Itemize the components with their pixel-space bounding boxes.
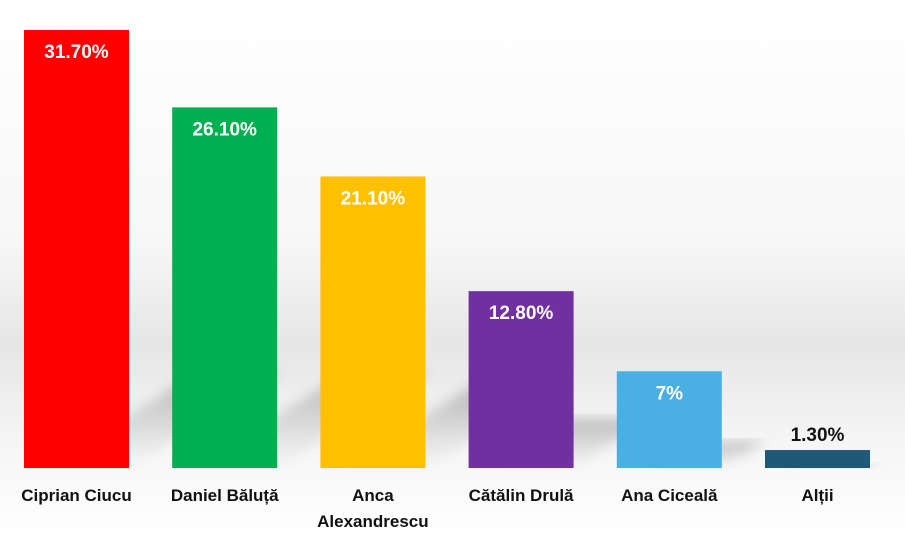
bars-group [24, 30, 870, 468]
category-label-4: Ana Ciceală [621, 486, 718, 505]
category-label-0: Ciprian Ciucu [21, 486, 132, 505]
value-labels-group: 31.70% 26.10% 21.10% 12.80% 7% 1.30% [44, 42, 844, 446]
value-label-0: 31.70% [44, 42, 109, 63]
bar-3 [468, 291, 574, 468]
value-label-2: 21.10% [341, 188, 406, 209]
bar-1 [172, 107, 278, 468]
bar-shadows [45, 373, 879, 468]
bar-0 [24, 30, 129, 468]
value-label-3: 12.80% [489, 303, 554, 324]
bar-4 [616, 371, 722, 468]
value-label-4: 7% [656, 383, 684, 404]
category-label-5: Alții [801, 486, 833, 505]
category-label-2: Anca Alexandrescu [317, 486, 429, 531]
value-label-1: 26.10% [192, 119, 257, 140]
category-label-3: Cătălin Drulă [469, 486, 574, 505]
category-labels-group: Ciprian Ciucu Daniel Băluță Anca Alexandres… [21, 486, 833, 531]
category-label-1: Daniel Băluță [171, 486, 279, 505]
value-label-5: 1.30% [791, 425, 845, 446]
bar-5 [765, 450, 870, 468]
bar-2 [320, 176, 426, 468]
